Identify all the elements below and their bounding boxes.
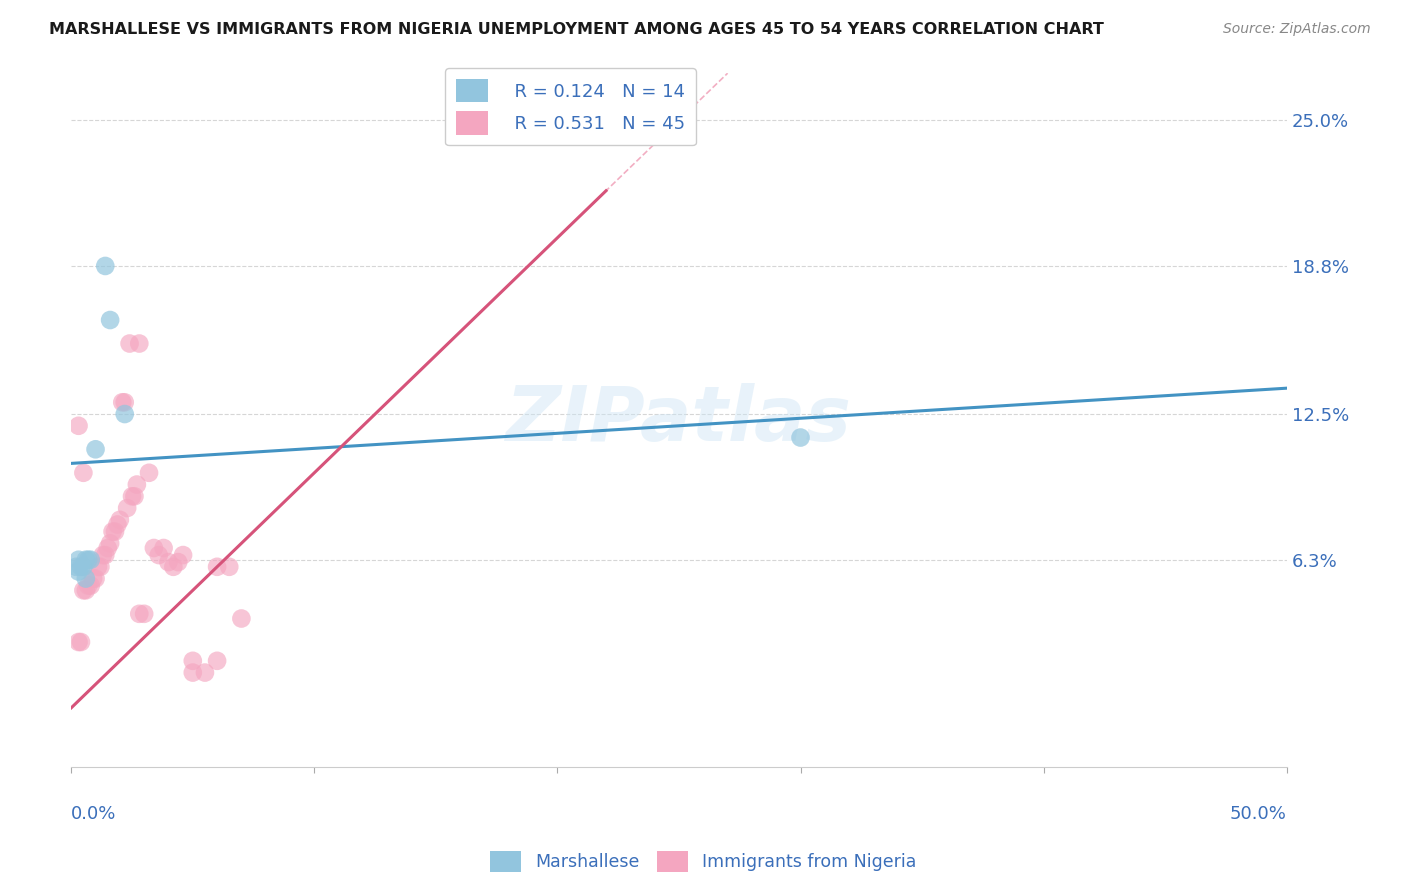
Point [118,336,141,351]
Point [75,583,97,598]
Point [67,635,90,649]
Point [84,572,107,586]
Point [181,654,204,668]
Text: 50.0%: 50.0% [1230,805,1286,823]
Point [162,559,184,574]
Point [94,259,117,273]
Point [114,407,136,421]
Point [98,536,121,550]
Point [75,553,97,567]
Point [98,313,121,327]
Point [70,635,93,649]
Point [205,559,228,574]
Point [107,517,129,532]
Point [72,559,94,574]
Point [194,665,217,680]
Legend:   R = 0.124   N = 14,   R = 0.531   N = 45: R = 0.124 N = 14, R = 0.531 N = 45 [444,69,696,145]
Point [101,524,124,539]
Point [205,654,228,668]
Point [114,395,136,409]
Point [108,513,131,527]
Point [77,579,100,593]
Point [82,572,104,586]
Legend: Marshallese, Immigrants from Nigeria: Marshallese, Immigrants from Nigeria [482,844,924,879]
Text: ZIPatlas: ZIPatlas [506,383,852,457]
Point [80,579,103,593]
Point [65,559,87,574]
Point [111,395,134,409]
Point [172,548,194,562]
Point [218,559,240,574]
Point [231,611,253,625]
Point [789,431,811,445]
Point [89,559,111,574]
Text: Source: ZipAtlas.com: Source: ZipAtlas.com [1223,22,1371,37]
Point [67,553,90,567]
Point [87,559,110,574]
Point [148,548,170,562]
Point [104,524,127,539]
Point [167,555,190,569]
Point [128,336,150,351]
Point [125,477,148,491]
Point [94,548,117,562]
Point [152,541,174,555]
Point [72,466,94,480]
Text: MARSHALLESE VS IMMIGRANTS FROM NIGERIA UNEMPLOYMENT AMONG AGES 45 TO 54 YEARS CO: MARSHALLESE VS IMMIGRANTS FROM NIGERIA U… [49,22,1104,37]
Point [91,548,114,562]
Point [72,583,94,598]
Point [77,553,100,567]
Point [75,572,97,586]
Point [134,607,156,621]
Point [142,541,165,555]
Point [181,665,204,680]
Point [84,442,107,457]
Point [67,418,90,433]
Point [124,489,146,503]
Point [97,541,120,555]
Text: 0.0%: 0.0% [72,805,117,823]
Point [157,555,180,569]
Point [121,489,143,503]
Point [70,559,93,574]
Point [80,553,103,567]
Point [115,501,138,516]
Point [128,607,150,621]
Point [138,466,160,480]
Point [67,565,90,579]
